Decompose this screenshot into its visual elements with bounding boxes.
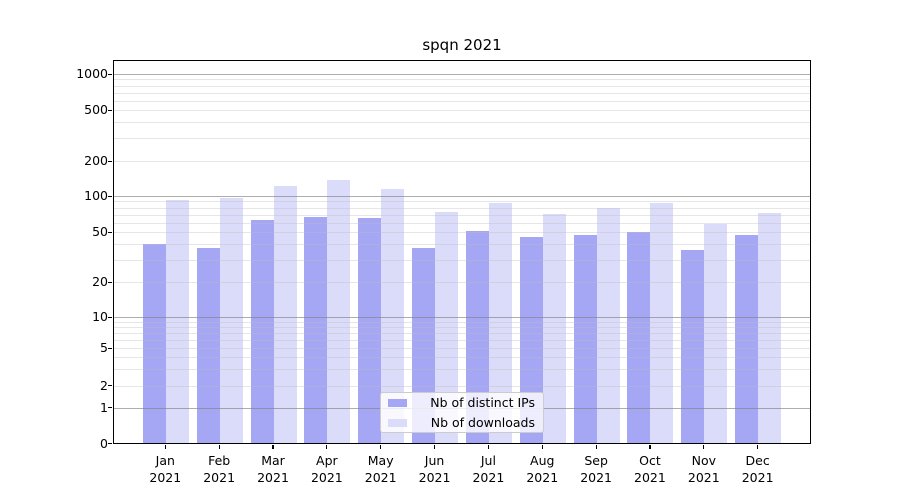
bar-downloads-feb (219, 198, 243, 444)
legend: Nb of distinct IPs Nb of downloads (380, 392, 544, 433)
x-tick-label: Dec 2021 (741, 453, 774, 485)
bar-downloads-oct (650, 203, 674, 444)
x-tick-mark (757, 445, 759, 449)
bar-downloads-nov (704, 224, 728, 444)
plot-area (113, 60, 811, 444)
x-tick-mark (703, 445, 705, 449)
bar-downloads-may (381, 188, 405, 444)
bar-downloads-jun (435, 212, 459, 444)
bar-downloads-sep (596, 208, 620, 444)
bar-distinct-ips-sep (573, 235, 597, 444)
bar-downloads-jul (488, 203, 512, 444)
x-tick-label: Nov 2021 (687, 453, 720, 485)
x-tick-label: May 2021 (364, 453, 397, 485)
y-tick-mark (108, 195, 112, 197)
x-tick-label: Aug 2021 (526, 453, 559, 485)
legend-label-distinct-ips: Nb of distinct IPs (430, 395, 535, 410)
bar-distinct-ips-oct (627, 232, 651, 444)
y-tick-mark (108, 443, 112, 445)
y-tick-label: 50 (92, 224, 108, 239)
bar-distinct-ips-jul (465, 230, 489, 444)
y-tick-label: 100 (84, 188, 108, 203)
x-tick-mark (380, 445, 382, 449)
x-tick-mark (649, 445, 651, 449)
bar-distinct-ips-nov (681, 249, 705, 444)
x-tick-label: Apr 2021 (310, 453, 343, 485)
x-tick-mark (326, 445, 328, 449)
bar-downloads-mar (273, 185, 297, 444)
legend-item-distinct-ips: Nb of distinct IPs (381, 394, 543, 411)
bar-distinct-ips-feb (196, 248, 220, 444)
x-tick-label: Sep 2021 (580, 453, 612, 485)
y-tick-label: 500 (84, 102, 108, 117)
y-tick-mark (108, 231, 112, 233)
y-tick-mark (108, 109, 112, 111)
y-tick-mark (108, 316, 112, 318)
y-tick-mark (108, 385, 112, 387)
y-tick-label: 2 (100, 377, 108, 393)
bar-downloads-aug (542, 213, 566, 444)
bars-layer (113, 60, 811, 444)
x-tick-mark (487, 445, 489, 449)
y-tick-label: 1000 (76, 66, 108, 81)
x-tick-label: Jun 2021 (418, 453, 451, 485)
bar-downloads-apr (327, 180, 351, 444)
y-tick-label: 20 (92, 274, 108, 289)
x-tick-label: Jul 2021 (472, 453, 505, 485)
y-tick-mark (108, 347, 112, 349)
y-tick-label: 200 (84, 153, 108, 168)
legend-item-downloads: Nb of downloads (381, 414, 543, 431)
bar-distinct-ips-mar (250, 219, 274, 444)
legend-swatch-downloads (388, 418, 407, 427)
x-tick-label: Oct 2021 (634, 453, 666, 485)
x-tick-mark (272, 445, 274, 449)
y-tick-mark (108, 160, 112, 162)
x-tick-mark (541, 445, 543, 449)
y-tick-label: 10 (92, 309, 108, 324)
x-tick-mark (433, 445, 436, 449)
x-tick-label: Feb 2021 (203, 453, 236, 485)
bar-downloads-dec (758, 213, 782, 444)
bar-downloads-jan (165, 200, 189, 444)
x-tick-mark (218, 445, 220, 449)
chart-title: spqn 2021 (422, 36, 502, 54)
y-tick-mark (108, 407, 112, 409)
bar-distinct-ips-apr (304, 216, 328, 444)
y-tick-label: 5 (100, 340, 108, 356)
x-tick-label: Mar 2021 (257, 453, 289, 485)
y-tick-mark (108, 281, 112, 283)
y-tick-label: 1 (100, 399, 108, 415)
bar-distinct-ips-dec (735, 235, 759, 444)
bar-distinct-ips-jan (142, 244, 166, 444)
x-tick-mark (164, 445, 166, 449)
legend-swatch-distinct-ips (388, 398, 407, 407)
y-tick-label: 0 (100, 435, 108, 451)
x-tick-mark (595, 445, 597, 449)
bar-distinct-ips-may (358, 218, 382, 444)
legend-label-downloads: Nb of downloads (430, 415, 535, 430)
y-tick-mark (108, 73, 112, 75)
x-tick-label: Jan 2021 (149, 453, 182, 485)
